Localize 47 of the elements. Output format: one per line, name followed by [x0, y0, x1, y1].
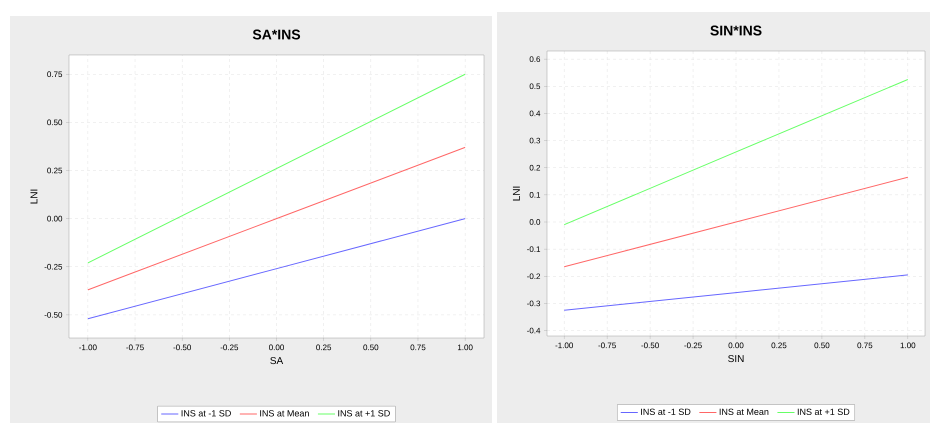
- x-tick-label: -0.50: [173, 344, 191, 350]
- y-tick-label: -0.2: [527, 273, 540, 280]
- x-tick-label: -0.25: [220, 344, 238, 350]
- chart-title: SIN*INS: [710, 26, 762, 36]
- x-tick-label: -0.25: [684, 342, 702, 348]
- legend-label: INS at -1 SD: [182, 410, 231, 416]
- legend-label: INS at Mean: [260, 410, 309, 416]
- x-tick-label: 0.75: [857, 342, 872, 348]
- x-axis-title: SIN: [728, 355, 744, 362]
- y-tick-label: 0.50: [47, 120, 62, 126]
- y-tick-label: -0.3: [527, 300, 540, 306]
- x-tick-label: 0.75: [410, 344, 426, 350]
- chart-title: SA*INS: [252, 30, 300, 40]
- legend-label: INS at -1 SD: [641, 408, 690, 415]
- x-tick-label: -1.00: [79, 344, 97, 350]
- y-tick-label: 0.6: [530, 56, 540, 62]
- legend-label: INS at Mean: [720, 408, 768, 415]
- x-tick-label: 0.50: [814, 342, 830, 348]
- y-tick-label: -0.1: [527, 246, 540, 252]
- x-tick-label: -0.75: [126, 344, 144, 350]
- x-tick-label: 0.25: [771, 342, 786, 348]
- y-tick-label: 0.3: [530, 138, 540, 144]
- y-tick-label: 0.25: [47, 168, 62, 174]
- y-tick-label: 0.4: [530, 110, 540, 116]
- y-tick-label: 0.5: [530, 83, 540, 90]
- y-tick-label: -0.4: [527, 328, 540, 334]
- y-tick-label: 0.1: [530, 192, 540, 198]
- x-tick-label: -0.50: [641, 342, 659, 348]
- x-axis-title: SA: [270, 357, 284, 364]
- x-tick-label: -1.00: [555, 342, 573, 348]
- y-tick-label: 0.00: [47, 216, 62, 222]
- x-tick-label: 1.00: [900, 342, 916, 348]
- y-axis-title: LNI: [30, 190, 38, 204]
- y-tick-label: 0.2: [530, 164, 540, 171]
- x-tick-label: 0.00: [269, 344, 284, 350]
- x-tick-label: -0.75: [598, 342, 616, 348]
- y-axis-title: LNI: [512, 186, 520, 200]
- y-tick-label: -0.25: [44, 264, 62, 270]
- legend-label: INS at +1 SD: [798, 408, 850, 415]
- y-tick-label: 0.75: [47, 71, 62, 78]
- x-tick-label: 0.25: [316, 344, 332, 350]
- y-tick-label: 0.0: [530, 219, 540, 225]
- legend-label: INS at +1 SD: [338, 410, 390, 416]
- x-tick-label: 0.00: [728, 342, 744, 348]
- x-tick-label: 0.50: [363, 344, 378, 350]
- y-tick-label: -0.50: [44, 312, 62, 318]
- x-tick-label: 1.00: [458, 344, 473, 350]
